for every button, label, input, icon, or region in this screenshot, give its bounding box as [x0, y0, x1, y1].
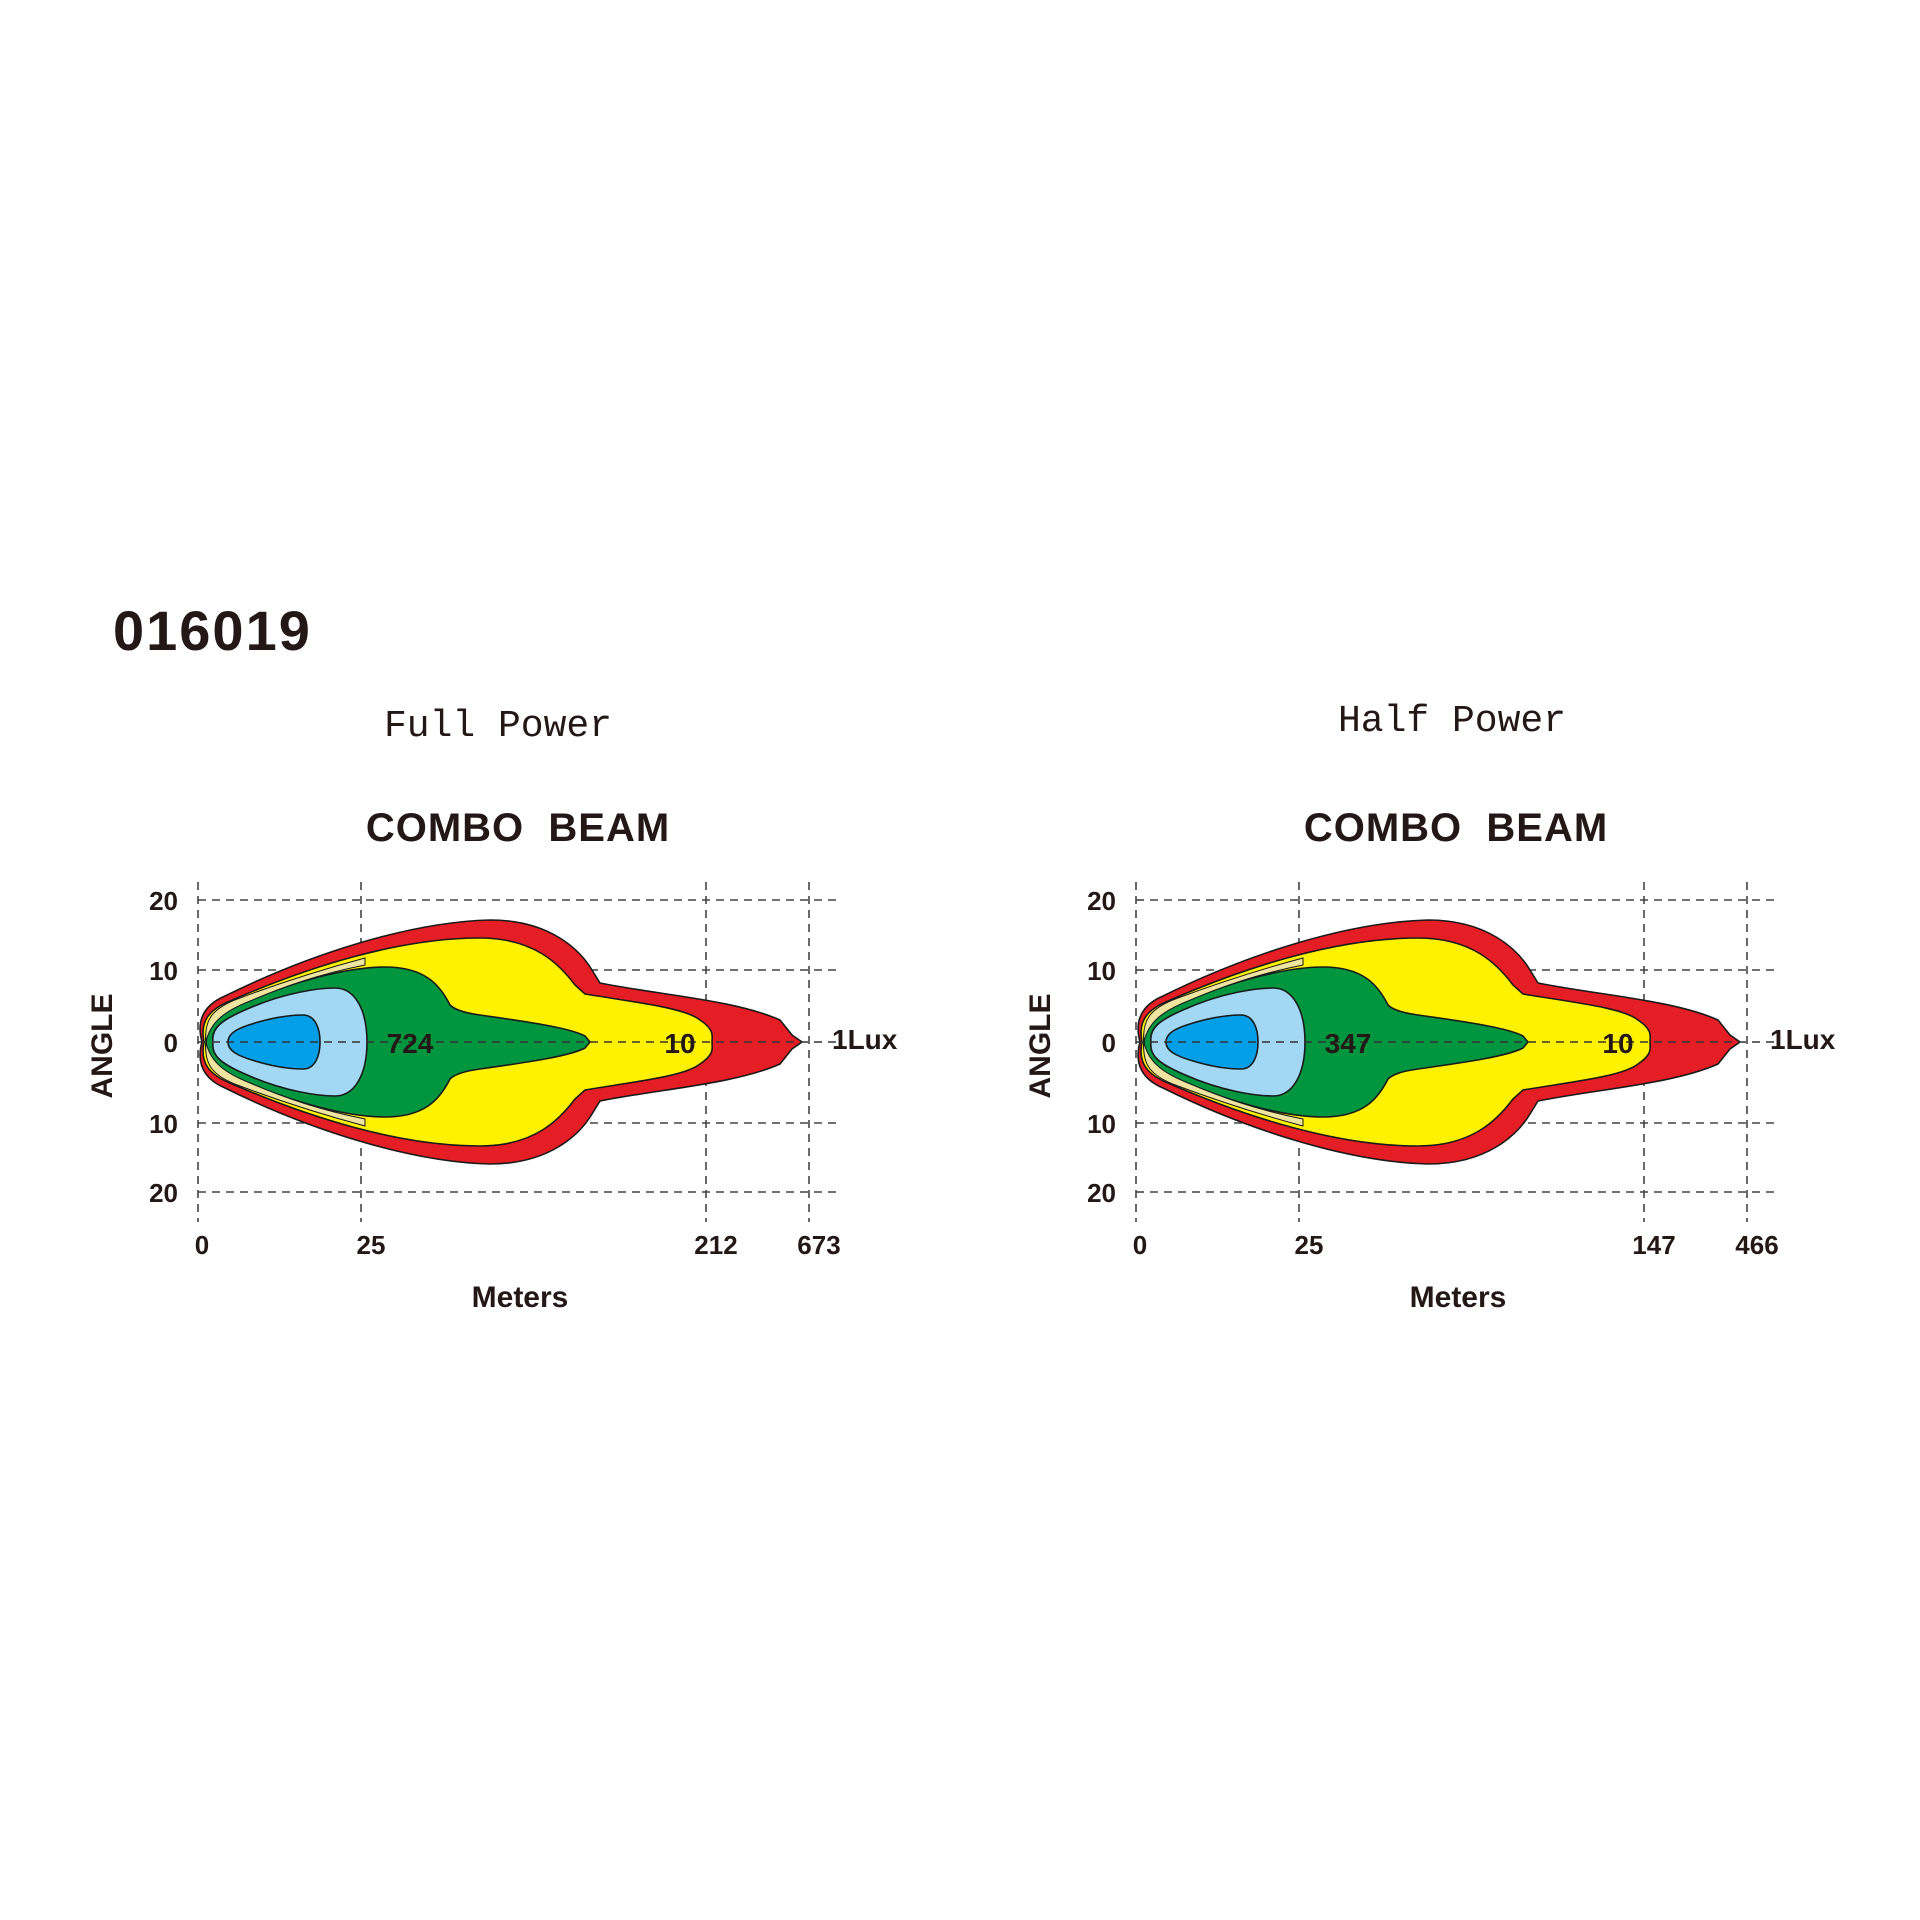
half-x-axis-label: Meters	[1410, 1281, 1507, 1314]
half-x-tick-2: 147	[1632, 1230, 1675, 1260]
half-y-tick-2: 0	[1102, 1028, 1116, 1058]
full-x-tick-1: 25	[357, 1230, 386, 1260]
full-y-tick-2: 0	[164, 1028, 178, 1058]
half-x-tick-3: 466	[1735, 1230, 1778, 1260]
full-peak-value-label: 724	[387, 1028, 434, 1059]
half-contour-band-top	[1143, 957, 1304, 1043]
half-y-tick-1: 10	[1087, 956, 1116, 986]
half-y-tick-3: 10	[1087, 1109, 1116, 1139]
model-number: 016019	[113, 599, 312, 662]
half-10lux-label: 10	[1602, 1028, 1633, 1059]
full-power-chart-title: COMBO BEAM	[365, 806, 671, 850]
half-contour-band-bottom	[1143, 1041, 1304, 1127]
half-y-tick-0: 20	[1087, 886, 1116, 916]
full-power-isolux-chart: 724 10 1Lux 20 10 0 10 20 0 25 212 673 Meters ANGLE	[86, 882, 898, 1314]
full-x-tick-0: 0	[195, 1230, 209, 1260]
full-contour-band-top	[205, 957, 366, 1043]
half-power-chart-title: COMBO BEAM	[1303, 806, 1609, 850]
half-power-isolux-chart: 347 10 1Lux 20 10 0 10 20 0 25 147 466 Meters ANGLE	[1024, 882, 1836, 1314]
half-power-label: Half Power	[1337, 700, 1567, 743]
full-power-label: Full Power	[383, 705, 613, 748]
full-contour-band-bottom	[205, 1041, 366, 1127]
half-1lux-label: 1Lux	[1770, 1024, 1836, 1055]
half-y-tick-4: 20	[1087, 1178, 1116, 1208]
half-peak-value-label: 347	[1325, 1028, 1372, 1059]
half-y-axis-label: ANGLE	[1024, 994, 1057, 1099]
full-y-axis-label: ANGLE	[86, 994, 119, 1099]
full-y-tick-3: 10	[149, 1109, 178, 1139]
half-x-tick-0: 0	[1133, 1230, 1147, 1260]
half-x-tick-1: 25	[1295, 1230, 1324, 1260]
full-x-axis-label: Meters	[472, 1281, 569, 1314]
full-x-tick-2: 212	[694, 1230, 737, 1260]
full-x-tick-3: 673	[797, 1230, 840, 1260]
full-y-tick-4: 20	[149, 1178, 178, 1208]
full-y-tick-0: 20	[149, 886, 178, 916]
full-10lux-label: 10	[664, 1028, 695, 1059]
full-1lux-label: 1Lux	[832, 1024, 898, 1055]
full-y-tick-1: 10	[149, 956, 178, 986]
